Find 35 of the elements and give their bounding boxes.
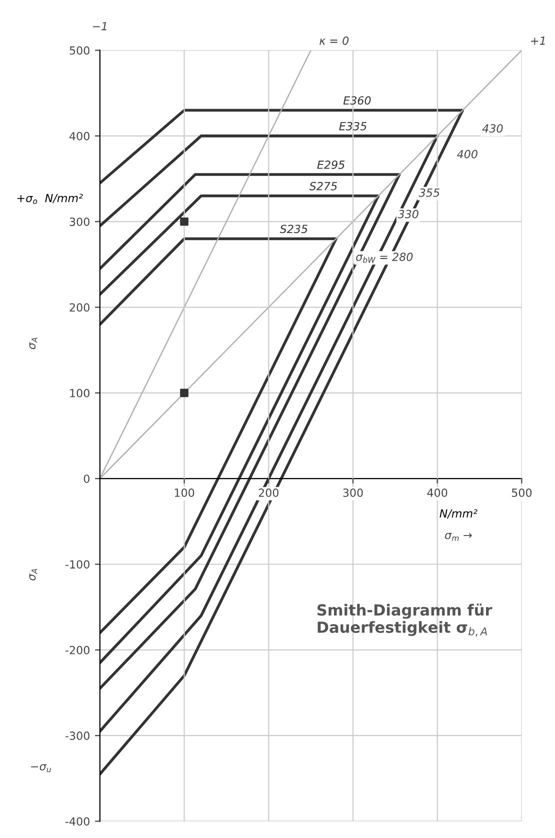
y-tick-label: -300 bbox=[66, 732, 90, 740]
y-tick-label: -400 bbox=[66, 817, 90, 826]
x-tick-label: 300 bbox=[343, 488, 363, 497]
series-label: E360 bbox=[343, 96, 371, 105]
text: −σ$_{u}$ bbox=[31, 764, 51, 772]
x-tick-label: 100 bbox=[174, 488, 194, 497]
annotation: σ$_{bW}$ = 280 bbox=[356, 252, 413, 263]
y-tick-label: -200 bbox=[66, 646, 90, 654]
x-tick-label: 200 bbox=[258, 488, 278, 497]
y-tick-label: 100 bbox=[70, 388, 90, 398]
annotation: 355 bbox=[418, 188, 440, 197]
text: σ$_{A}$ bbox=[29, 568, 38, 580]
annotation: σ$_{m}$ → bbox=[445, 532, 472, 541]
y-tick-label: 200 bbox=[70, 303, 90, 312]
x-tick-label: 500 bbox=[512, 488, 532, 497]
x-axis-title: N/mm² bbox=[440, 509, 478, 518]
y-tick-label: 0 bbox=[84, 474, 90, 483]
annotation: +1 bbox=[531, 36, 545, 45]
series-label: E335 bbox=[339, 122, 366, 130]
annotation: 430 bbox=[482, 124, 503, 133]
y-axis-title: +σ$_{o}$ N/mm² bbox=[17, 194, 83, 204]
series-label: S235 bbox=[280, 224, 308, 234]
y-tick-label: 400 bbox=[70, 132, 90, 140]
y-tick-label: 500 bbox=[70, 46, 90, 55]
series-label: S275 bbox=[309, 182, 337, 190]
text: Smith-Diagramm für Dauerfestigkeit σ$_{b,A}$ bbox=[317, 604, 492, 636]
y-tick-label: -100 bbox=[66, 560, 90, 569]
annotation: 400 bbox=[456, 150, 478, 158]
x-tick-label: 400 bbox=[427, 488, 448, 497]
y-tick-label: 300 bbox=[70, 218, 90, 226]
text: σ$_{A}$ bbox=[29, 338, 38, 350]
annotation: κ = 0 bbox=[320, 36, 349, 45]
text: −1 bbox=[92, 22, 106, 30]
annotation: 330 bbox=[398, 210, 418, 218]
series-label: E295 bbox=[317, 160, 345, 169]
